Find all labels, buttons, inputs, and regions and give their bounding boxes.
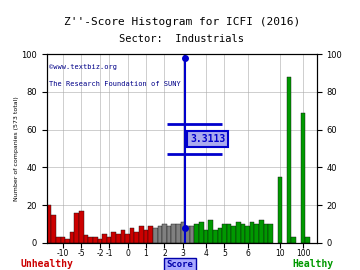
Bar (255, 224, 259, 243)
Y-axis label: Number of companies (573 total): Number of companies (573 total) (14, 96, 19, 201)
Bar (107, 237, 111, 243)
Bar (264, 224, 268, 243)
Bar (79, 211, 84, 243)
Bar (158, 226, 162, 243)
Bar (305, 237, 310, 243)
Bar (60, 237, 65, 243)
Bar (245, 226, 250, 243)
Text: Score: Score (167, 260, 193, 269)
Text: Healthy: Healthy (293, 259, 334, 269)
Bar (222, 224, 227, 243)
Bar (287, 77, 291, 243)
Text: Unhealthy: Unhealthy (21, 259, 73, 269)
Bar (153, 228, 158, 243)
Bar (181, 222, 185, 243)
Bar (144, 230, 148, 243)
Bar (208, 220, 213, 243)
Text: Sector:  Industrials: Sector: Industrials (119, 33, 244, 44)
Bar (93, 237, 98, 243)
Bar (135, 232, 139, 243)
Bar (148, 226, 153, 243)
Bar (47, 205, 51, 243)
Bar (121, 230, 125, 243)
Bar (231, 226, 236, 243)
Bar (204, 230, 208, 243)
Bar (70, 232, 75, 243)
Bar (130, 228, 135, 243)
Bar (88, 237, 93, 243)
Bar (236, 222, 240, 243)
Bar (199, 222, 204, 243)
Bar (65, 239, 70, 243)
Bar (56, 237, 60, 243)
Text: 3.3113: 3.3113 (190, 134, 225, 144)
Bar (268, 224, 273, 243)
Bar (162, 224, 167, 243)
Bar (259, 220, 264, 243)
Bar (84, 235, 88, 243)
Bar (194, 224, 199, 243)
Bar (116, 234, 121, 243)
Bar (98, 239, 102, 243)
Bar (75, 213, 79, 243)
Bar (102, 234, 107, 243)
Bar (217, 228, 222, 243)
Bar (278, 177, 282, 243)
Bar (171, 224, 176, 243)
Bar (301, 113, 305, 243)
Bar (213, 230, 217, 243)
Bar (111, 232, 116, 243)
Title: Z''-Score Histogram for ICFI (2016): Z''-Score Histogram for ICFI (2016) (64, 17, 300, 27)
Bar (176, 224, 181, 243)
Bar (227, 224, 231, 243)
Bar (291, 237, 296, 243)
Bar (125, 234, 130, 243)
Bar (185, 226, 190, 243)
Text: The Research Foundation of SUNY: The Research Foundation of SUNY (49, 81, 181, 87)
Text: ©www.textbiz.org: ©www.textbiz.org (49, 64, 117, 70)
Bar (139, 226, 144, 243)
Bar (240, 224, 245, 243)
Bar (51, 215, 56, 243)
Bar (167, 226, 171, 243)
Bar (250, 222, 255, 243)
Bar (190, 226, 194, 243)
